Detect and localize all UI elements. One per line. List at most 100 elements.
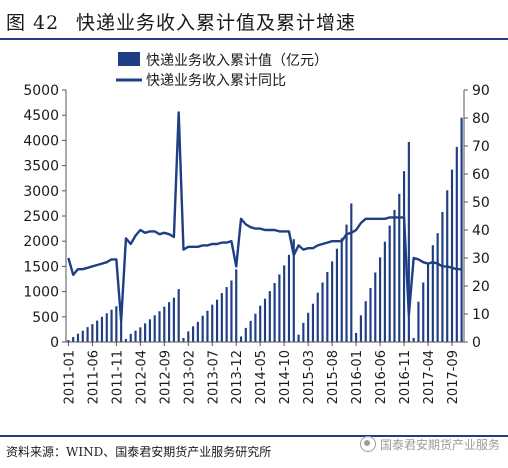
bar xyxy=(91,324,94,342)
legend-bar-swatch xyxy=(118,52,140,66)
left-tick-label: 1000 xyxy=(23,285,59,301)
bar xyxy=(72,336,75,342)
bar xyxy=(273,283,276,342)
legend-line-label: 快递业务收入累计同比 xyxy=(146,73,286,89)
left-tick-label: 500 xyxy=(32,310,59,326)
x-tick-label: 2013-12 xyxy=(230,350,245,404)
bar xyxy=(355,332,358,342)
bar xyxy=(441,211,444,342)
right-tick-label: 30 xyxy=(472,251,490,267)
bar xyxy=(278,274,281,342)
right-tick-label: 70 xyxy=(472,139,490,155)
bottom-rule xyxy=(0,435,508,437)
bar xyxy=(96,320,99,342)
x-tick-label: 2012-09 xyxy=(158,350,173,404)
x-tick-label: 2017-04 xyxy=(422,350,437,404)
bar xyxy=(263,298,267,342)
bar xyxy=(350,203,353,342)
bar xyxy=(220,293,223,342)
bar xyxy=(359,315,362,342)
bar xyxy=(249,320,252,342)
bar xyxy=(86,327,89,342)
bar xyxy=(254,313,257,342)
axes-layer: 0500100015002000250030003500400045005000… xyxy=(23,83,489,404)
bar xyxy=(206,310,209,342)
x-tick-label: 2016-11 xyxy=(398,350,413,404)
x-tick-label: 2011-11 xyxy=(110,350,125,404)
bar xyxy=(134,330,137,342)
bar xyxy=(211,304,214,342)
x-tick-label: 2013-07 xyxy=(206,350,221,404)
bar xyxy=(283,265,286,342)
x-tick-label: 2014-10 xyxy=(278,350,293,404)
right-tick-label: 80 xyxy=(472,111,490,127)
x-tick-label: 2015-03 xyxy=(302,350,317,404)
line-layer xyxy=(67,111,462,323)
right-tick-label: 50 xyxy=(472,195,490,211)
legend: 快递业务收入累计值（亿元） 快递业务收入累计同比 xyxy=(116,52,328,89)
left-tick-label: 2500 xyxy=(23,209,59,225)
bar xyxy=(287,254,291,342)
bar xyxy=(393,209,396,342)
bar xyxy=(311,303,315,342)
left-tick-label: 4500 xyxy=(23,108,59,124)
bar xyxy=(259,305,262,342)
bar xyxy=(120,304,123,342)
bar xyxy=(163,306,166,342)
watermark: 国泰君安期货产业服务 xyxy=(360,436,500,453)
x-tick-label: 2011-06 xyxy=(86,350,101,404)
bar xyxy=(321,282,324,342)
bar xyxy=(402,171,406,342)
x-tick-label: 2012-04 xyxy=(134,350,149,404)
right-tick-label: 10 xyxy=(472,307,490,323)
bar xyxy=(100,316,104,342)
bar xyxy=(426,264,430,342)
bar xyxy=(124,338,128,342)
bar xyxy=(331,261,334,342)
bar xyxy=(230,280,233,342)
left-tick-label: 5000 xyxy=(23,83,59,99)
bar xyxy=(215,299,219,342)
bar xyxy=(383,241,386,342)
bar xyxy=(235,269,238,342)
left-tick-label: 0 xyxy=(50,335,59,351)
x-tick-label: 2014-05 xyxy=(254,350,269,404)
left-tick-label: 3500 xyxy=(23,159,59,175)
x-tick-label: 2015-08 xyxy=(326,350,341,404)
left-tick-label: 2000 xyxy=(23,234,59,250)
bar xyxy=(307,312,310,342)
right-tick-label: 60 xyxy=(472,167,490,183)
growth-line xyxy=(67,111,462,323)
bar xyxy=(225,287,228,342)
bar xyxy=(268,291,271,342)
x-tick-label: 2013-02 xyxy=(182,350,197,404)
source-note: 资料来源：WIND、国泰君安期货产业服务研究所 xyxy=(6,445,272,459)
left-tick-label: 1500 xyxy=(23,259,59,275)
bar xyxy=(335,248,339,342)
top-rule xyxy=(0,38,508,40)
bar xyxy=(345,224,348,342)
bar xyxy=(455,146,458,342)
right-tick-label: 20 xyxy=(472,279,490,295)
bar xyxy=(168,302,171,342)
bar xyxy=(201,315,204,342)
bar xyxy=(398,193,401,342)
right-tick-label: 0 xyxy=(472,335,481,351)
bar xyxy=(407,141,410,342)
bar xyxy=(239,336,243,342)
bar xyxy=(417,301,420,342)
bar xyxy=(412,337,415,342)
bar xyxy=(81,330,84,342)
bar xyxy=(374,272,377,342)
bar xyxy=(144,323,147,342)
bar xyxy=(67,339,70,342)
bar xyxy=(450,169,454,342)
wechat-icon xyxy=(360,436,376,452)
bar xyxy=(105,313,108,342)
bar xyxy=(129,333,132,342)
x-tick-label: 2016-06 xyxy=(374,350,389,404)
bar xyxy=(139,327,142,342)
bar xyxy=(302,322,305,342)
bar xyxy=(388,225,391,342)
bar xyxy=(244,327,247,342)
